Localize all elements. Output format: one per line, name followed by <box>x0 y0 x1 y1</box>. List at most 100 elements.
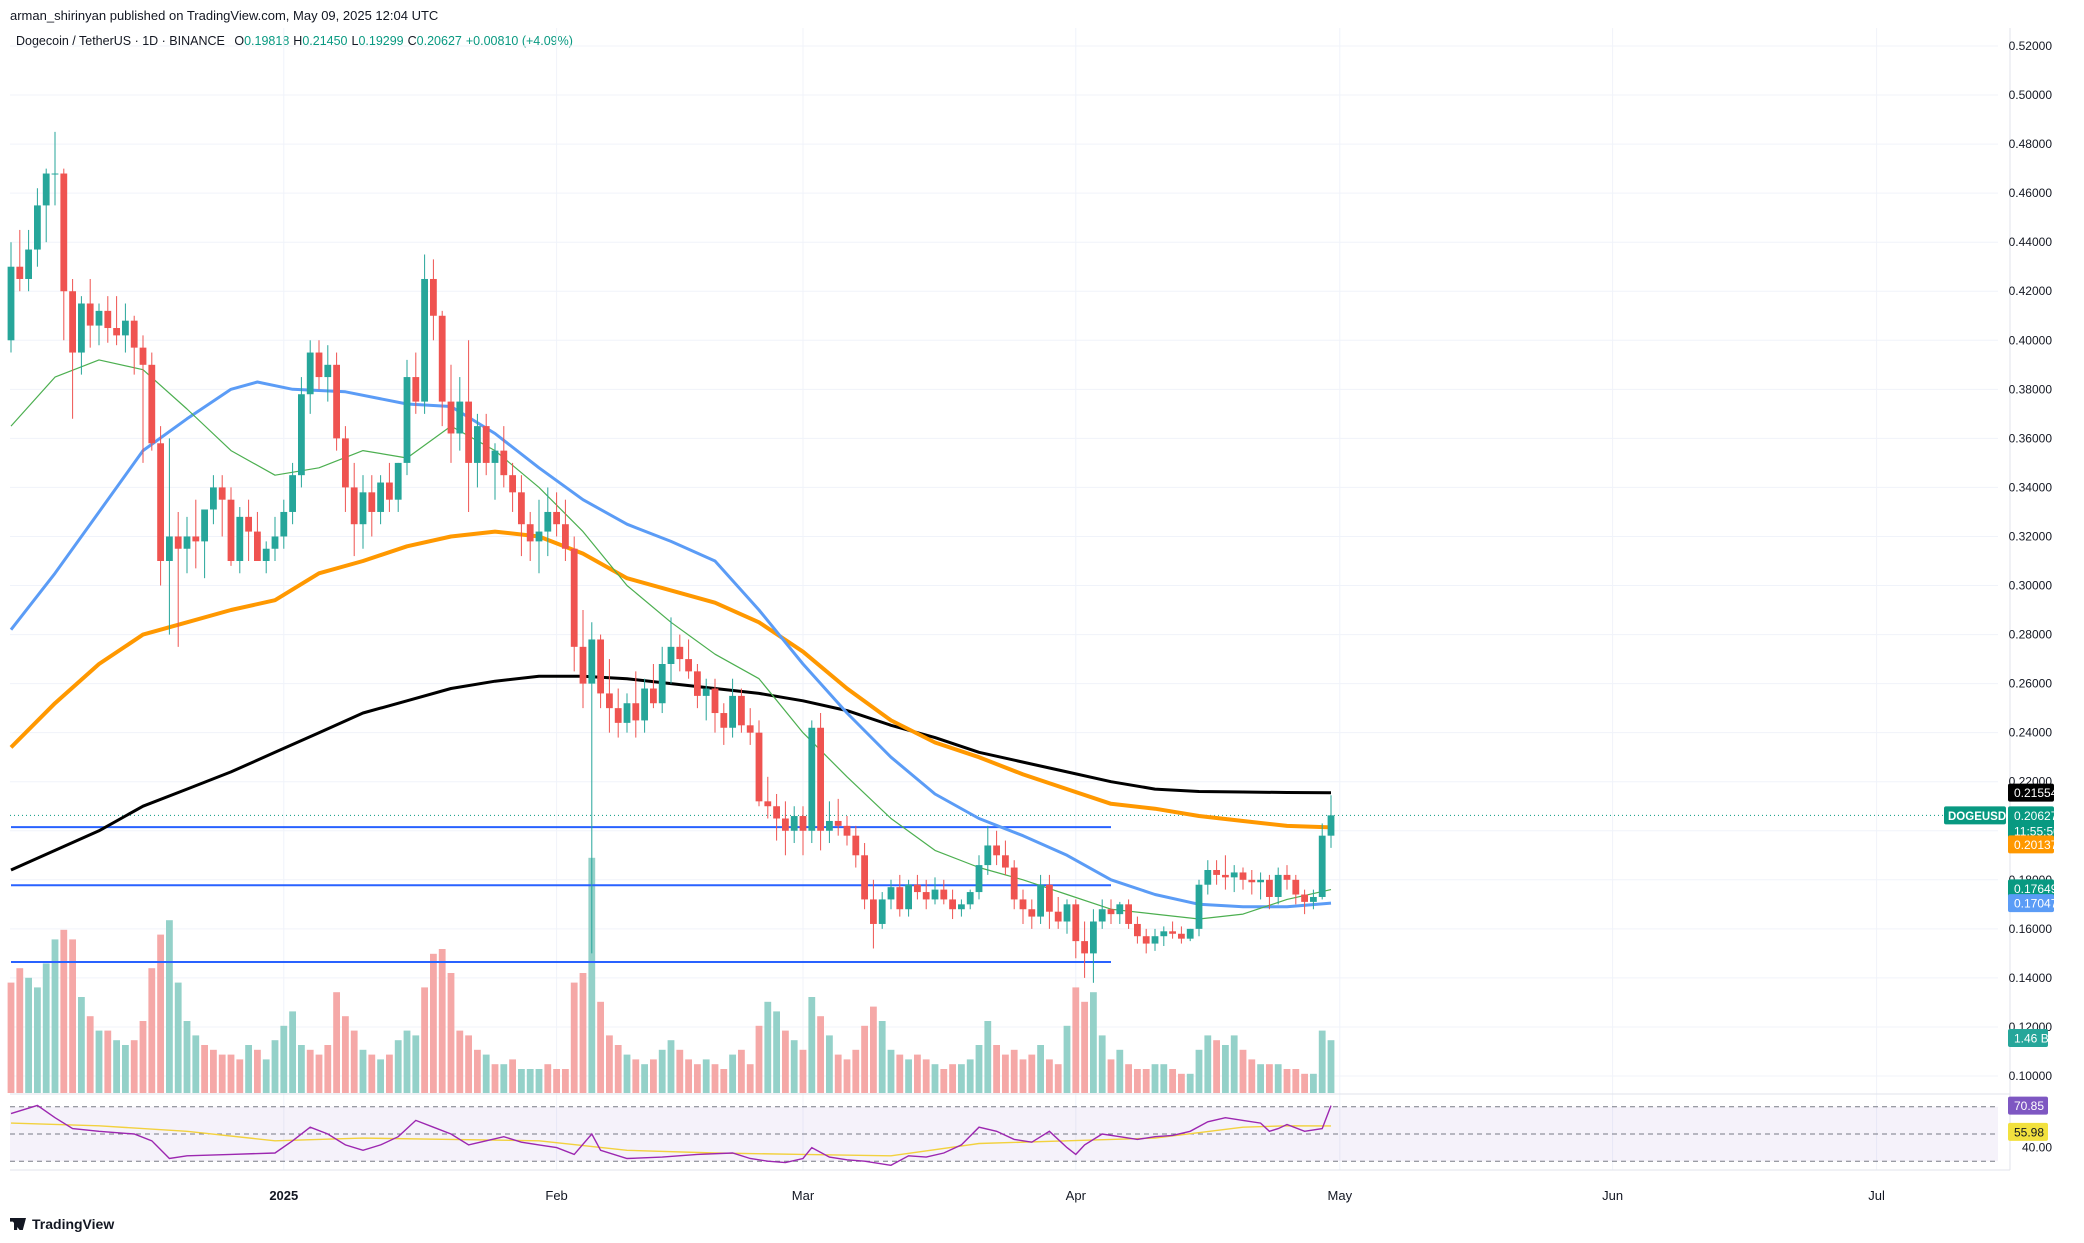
candle-body <box>1213 870 1220 875</box>
volume-bar <box>218 1054 226 1093</box>
volume-bar <box>16 968 24 1093</box>
volume-bar <box>289 1011 296 1093</box>
volume-bar <box>377 1059 384 1093</box>
candle-body <box>1310 896 1317 902</box>
candle-body <box>1327 815 1335 836</box>
volume-bar <box>333 992 340 1093</box>
candle-body <box>940 889 948 900</box>
volume-bar <box>1266 1064 1273 1093</box>
volume-bar <box>315 1054 323 1093</box>
candle-body <box>210 487 217 510</box>
candle-body <box>773 806 780 819</box>
volume-bar <box>1019 1059 1027 1093</box>
ohlc-item: L0.19299 <box>352 34 404 48</box>
volume-bar <box>843 1059 851 1093</box>
candle-body <box>526 524 534 542</box>
volume-bar <box>1213 1040 1220 1093</box>
ticker-tag-bg <box>1944 806 2006 825</box>
volume-bar <box>746 1064 754 1093</box>
volume-bar <box>245 1045 252 1093</box>
candle-body <box>993 845 1000 856</box>
volume-bar <box>421 987 428 1093</box>
candle-body <box>949 899 956 910</box>
rsi-value-tag-bg <box>2008 1096 2048 1115</box>
candle-body <box>394 462 402 500</box>
candle-body <box>887 887 895 900</box>
volume-bar <box>817 1016 824 1093</box>
price-tick-label: 0.32000 <box>2009 529 2053 543</box>
candle-body <box>1046 884 1053 912</box>
candle-body <box>1054 911 1062 922</box>
candle-body <box>623 703 631 723</box>
volume-bar <box>183 1021 191 1093</box>
time-tick-label: Feb <box>545 1188 567 1203</box>
volume-bar <box>1257 1064 1264 1093</box>
volume-bar <box>482 1054 490 1093</box>
candle-body <box>491 450 499 463</box>
volume-bar <box>518 1069 525 1093</box>
volume-bar <box>456 1030 464 1093</box>
ohlc-value: +0.00810 (+4.09%) <box>465 34 573 48</box>
tradingview-logo[interactable]: TradingView <box>10 1216 114 1232</box>
volume-bar <box>148 968 156 1093</box>
candle-body <box>614 708 622 723</box>
volume-bar <box>702 1059 710 1093</box>
candle-body <box>359 492 367 525</box>
volume-bar <box>676 1049 684 1093</box>
volume-bar <box>553 1069 560 1093</box>
candle-body <box>905 884 912 910</box>
volume-bar <box>1230 1035 1238 1093</box>
volume-bar <box>1010 1049 1018 1093</box>
candle-body <box>861 855 868 900</box>
volume-bar <box>975 1045 983 1093</box>
rsi-ma-value-tag: 55.98 <box>2014 1125 2044 1139</box>
volume-bar <box>632 1059 640 1093</box>
candle-body <box>342 438 349 488</box>
volume-bar <box>1274 1064 1282 1093</box>
volume-bar <box>1142 1069 1150 1093</box>
candle-body <box>174 536 182 549</box>
price-tag: 0.17649 <box>2014 882 2058 896</box>
volume-tag-bg <box>2008 1029 2048 1047</box>
volume-bar <box>834 1054 842 1093</box>
candle-body <box>315 352 323 378</box>
volume-bar <box>500 1064 508 1093</box>
candle-body <box>597 639 604 694</box>
candle-body <box>1019 899 1027 910</box>
candle-body <box>755 732 763 802</box>
volume-bar <box>324 1045 332 1093</box>
candle-body <box>421 278 428 402</box>
candle-body <box>324 364 332 378</box>
candle-body <box>650 688 657 704</box>
volume-bar <box>1072 987 1080 1093</box>
candle-body <box>852 835 860 856</box>
candle-body <box>166 536 173 561</box>
volume-bar <box>852 1049 860 1093</box>
volume-bar <box>641 1064 648 1093</box>
volume-bar <box>403 1030 411 1093</box>
ma200-line <box>10 674 1332 872</box>
candle-body <box>826 820 833 831</box>
candle-body <box>694 671 701 696</box>
volume-bar <box>922 1059 930 1093</box>
volume-bar <box>1028 1054 1036 1093</box>
candle-body <box>500 450 508 476</box>
volume-bar <box>60 929 68 1093</box>
rsi-line <box>10 1104 1332 1167</box>
volume-bar <box>799 1049 807 1093</box>
candle-body <box>368 492 376 512</box>
rsi-ma-value-tag-bg <box>2008 1122 2048 1141</box>
volume-bar <box>1098 1035 1106 1093</box>
volume-bar <box>1186 1073 1194 1093</box>
candle-body <box>1081 941 1088 954</box>
candle-body <box>535 531 543 542</box>
volume-bar <box>1248 1059 1256 1093</box>
price-tick-label: 0.14000 <box>2009 971 2053 985</box>
volume-bar <box>34 987 41 1093</box>
volume-bar <box>658 1049 666 1093</box>
volume-bar <box>25 977 32 1093</box>
volume-bar <box>729 1054 736 1093</box>
candle-body <box>412 377 420 402</box>
